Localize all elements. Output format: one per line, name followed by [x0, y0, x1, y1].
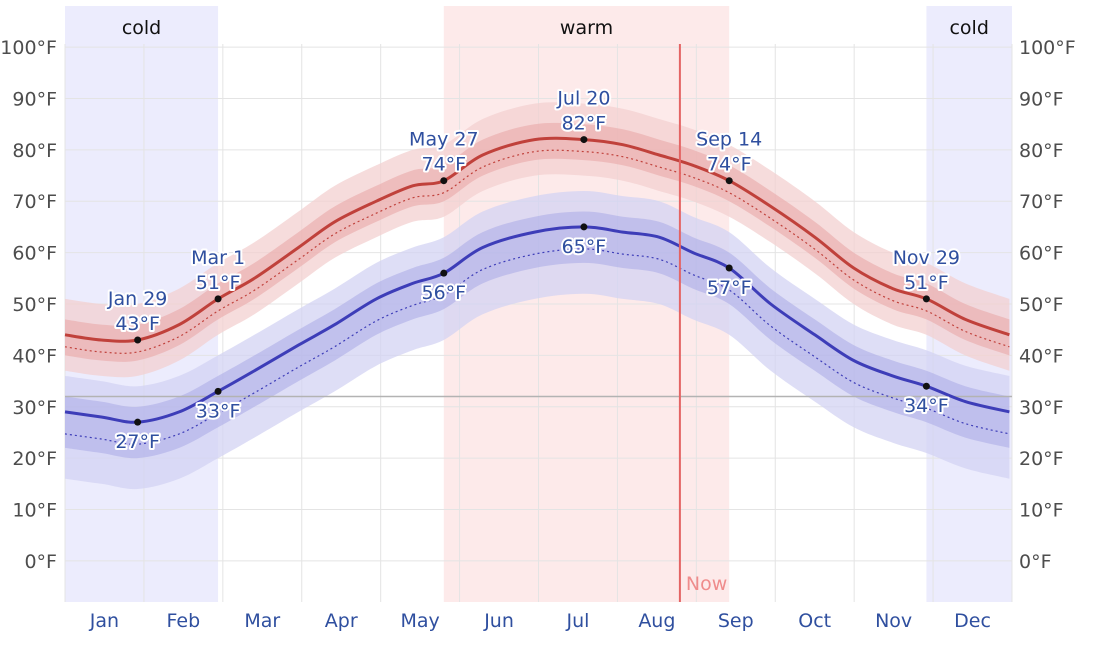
- low-point: [922, 382, 930, 390]
- annotation-value: 74°F: [421, 154, 466, 176]
- axis-labels: 100°F 100°F 90°F 90°F 80°F 80°F 70°F 70°F 60°F 60…: [0, 37, 1075, 632]
- low-point: [440, 269, 448, 277]
- high-line-dotted: [64, 149, 1010, 354]
- month-label: Sep: [718, 610, 754, 632]
- month-label: Jan: [89, 610, 119, 632]
- annotation-date: Jan 29: [107, 288, 168, 310]
- annotation-value: 51°F: [196, 272, 241, 294]
- annotation-value: 56°F: [421, 282, 466, 304]
- now-label: Now: [686, 573, 727, 595]
- low-point: [214, 387, 222, 395]
- annotation-labels: Jan 29 43°F Mar 1 51°F May 27 74°F Jul 20 82°F S…: [105, 86, 962, 456]
- y-tick-label-left: 30°F: [12, 397, 57, 419]
- y-tick-label-right: 80°F: [1019, 140, 1064, 162]
- annotation-date: Sep 14: [696, 129, 762, 151]
- annotation-value: 51°F: [904, 272, 949, 294]
- y-tick-label-left: 70°F: [12, 191, 57, 213]
- season-label-warm: warm: [560, 17, 613, 39]
- month-label: Aug: [638, 610, 675, 632]
- month-label: May: [400, 610, 439, 632]
- low-band-inner: [65, 211, 1010, 459]
- annotation-date: Jul 20: [556, 88, 610, 110]
- annotation-value: 34°F: [904, 395, 949, 417]
- month-label: Apr: [325, 610, 358, 632]
- y-tick-label-left: 10°F: [12, 500, 57, 522]
- y-tick-label-right: 40°F: [1019, 345, 1064, 367]
- y-tick-label-left: 20°F: [12, 448, 57, 470]
- season-label-cold: cold: [122, 17, 161, 39]
- y-tick-label-left: 100°F: [0, 37, 57, 59]
- y-tick-label-right: 70°F: [1019, 191, 1064, 213]
- month-label: Nov: [875, 610, 912, 632]
- month-label: Feb: [167, 610, 201, 632]
- month-label: Oct: [798, 610, 831, 632]
- month-label: Mar: [244, 610, 280, 632]
- y-tick-label-left: 60°F: [12, 243, 57, 265]
- y-tick-label-left: 40°F: [12, 345, 57, 367]
- y-tick-label-left: 50°F: [12, 294, 57, 316]
- month-label: Jul: [565, 610, 589, 632]
- month-label: Jun: [483, 610, 514, 632]
- annotation-value: 82°F: [562, 113, 607, 135]
- y-tick-label-right: 10°F: [1019, 500, 1064, 522]
- y-tick-label-right: 90°F: [1019, 88, 1064, 110]
- y-tick-label-right: 100°F: [1019, 37, 1076, 59]
- high-point: [725, 177, 733, 185]
- annotation-value: 33°F: [196, 400, 241, 422]
- y-tick-label-right: 60°F: [1019, 243, 1064, 265]
- low-point: [580, 223, 588, 231]
- high-point: [134, 336, 142, 344]
- annotation-value: 27°F: [115, 431, 160, 453]
- y-tick-label-left: 0°F: [24, 551, 57, 573]
- annotation-value: 57°F: [707, 277, 752, 299]
- high-point: [580, 136, 588, 144]
- annotation-date: Mar 1: [191, 247, 245, 269]
- annotation-date: Nov 29: [893, 247, 960, 269]
- y-tick-label-right: 0°F: [1019, 551, 1052, 573]
- annotation-points: [134, 136, 930, 426]
- y-tick-label-right: 30°F: [1019, 397, 1064, 419]
- season-label-cold: cold: [949, 17, 988, 39]
- high-point: [440, 177, 448, 185]
- y-tick-label-left: 80°F: [12, 140, 57, 162]
- high-point: [922, 295, 930, 303]
- low-line-dotted: [64, 248, 1010, 445]
- annotation-value: 65°F: [562, 236, 607, 258]
- low-point: [725, 264, 733, 272]
- y-tick-label-left: 90°F: [12, 88, 57, 110]
- annotation-value: 74°F: [707, 154, 752, 176]
- month-label: Dec: [954, 610, 991, 632]
- annotation-value: 43°F: [115, 313, 160, 335]
- annotation-date: May 27: [409, 129, 479, 151]
- low-point: [134, 418, 142, 426]
- y-tick-label-right: 20°F: [1019, 448, 1064, 470]
- y-tick-label-right: 50°F: [1019, 294, 1064, 316]
- high-point: [214, 295, 222, 303]
- now-marker: Now: [678, 44, 727, 602]
